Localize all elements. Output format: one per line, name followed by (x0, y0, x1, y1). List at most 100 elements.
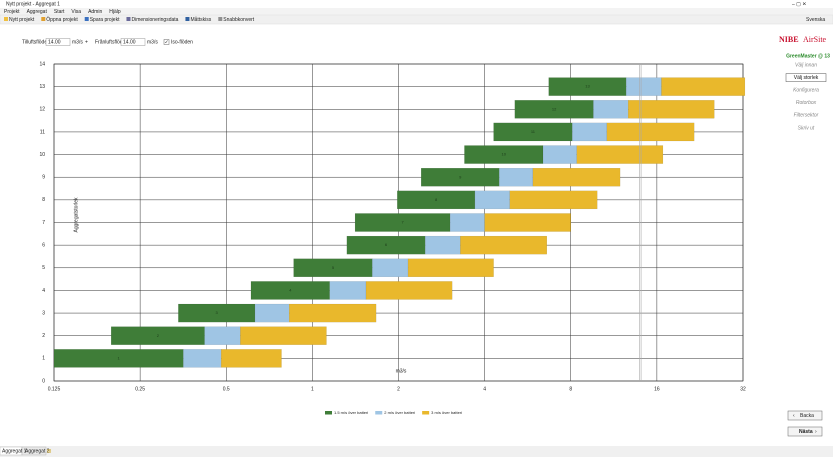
x-tick-label: 0.25 (135, 386, 145, 392)
bar-segment (474, 190, 510, 210)
exhaust-unit: m3/s (147, 39, 158, 45)
y-tick-label: 7 (42, 220, 45, 226)
y-tick-label: 3 (42, 310, 45, 316)
bar-label: 13 (585, 84, 590, 89)
bar-label: 2 (157, 333, 160, 338)
y-tick-label: 5 (42, 265, 45, 271)
y-tick-label: 0 (42, 378, 45, 384)
back-button[interactable] (787, 410, 823, 421)
supply-input[interactable] (45, 38, 71, 46)
bar-segment (407, 258, 494, 277)
x-tick-label: 2 (397, 386, 400, 392)
bar-segment (365, 281, 453, 300)
toolbar-button[interactable]: Måttskiss (190, 16, 211, 23)
menu-item[interactable]: Start (54, 9, 65, 15)
bar-segment (221, 349, 282, 368)
bar-label: 10 (502, 152, 507, 157)
bar-segment (542, 145, 577, 164)
y-tick-label: 6 (42, 242, 45, 248)
back-arrow: ‹ (793, 413, 795, 419)
bar-segment (254, 303, 290, 323)
menu-item[interactable]: Admin (88, 9, 102, 15)
bar-segment (509, 190, 598, 210)
bar-label: 3 (216, 310, 219, 315)
bar-segment (593, 100, 629, 119)
supply-label: Tilluftsflöde (22, 39, 47, 45)
bar-label: 8 (435, 197, 438, 202)
bar-segment (425, 235, 461, 255)
toolbar-icon (218, 17, 223, 21)
step-item[interactable]: Skriv ut (798, 125, 815, 131)
bar-segment (576, 145, 664, 164)
menu-bar (0, 8, 833, 15)
bar-segment (449, 213, 485, 232)
step-item[interactable]: Rotorbox (796, 100, 817, 106)
legend-swatch (422, 411, 430, 415)
next-arrow: › (815, 429, 817, 435)
y-tick-label: 9 (42, 175, 45, 181)
y-tick-label: 2 (42, 333, 45, 339)
add-tab[interactable]: ⊞ (47, 448, 51, 454)
toolbar-button[interactable]: Öppna projekt (46, 16, 78, 23)
toolbar-button[interactable]: Snabbkonvert (223, 17, 254, 23)
y-tick-label: 8 (42, 197, 45, 203)
toolbar-icon (41, 17, 46, 21)
window-buttons[interactable]: – ▢ ✕ (792, 1, 806, 7)
bar-segment (626, 77, 662, 96)
product-name: GreenMaster @ 13 (786, 53, 830, 59)
step-item[interactable]: Filtersektor (794, 113, 819, 119)
menu-item[interactable]: Projekt (4, 9, 20, 15)
supply-unit: m3/s (72, 39, 83, 45)
menu-item[interactable]: Hjälp (109, 9, 121, 15)
supply-value: 14.00 (48, 39, 61, 45)
exhaust-input[interactable] (120, 38, 146, 46)
x-tick-label: 16 (654, 386, 660, 392)
iso-checkbox[interactable] (163, 39, 170, 45)
iso-check: ✓ (165, 39, 169, 45)
y-tick-label: 12 (39, 107, 45, 113)
bar-label: 6 (385, 242, 388, 247)
bar-segment (460, 235, 547, 255)
step-item[interactable]: Konfigurera (793, 88, 819, 94)
y-tick-label: 1 (42, 356, 45, 362)
step-button[interactable] (785, 73, 827, 82)
y-tick-label: 14 (39, 61, 45, 67)
y-axis-label: Aggregatstorlek (73, 197, 79, 233)
bar-segment (532, 168, 621, 187)
menu-item[interactable]: Aggregat (27, 9, 48, 15)
x-tick-label: 8 (569, 386, 572, 392)
y-tick-label: 4 (42, 288, 45, 294)
bar-segment (372, 258, 409, 277)
brand-suffix: AirSite (803, 35, 827, 44)
bar-label: 9 (459, 174, 462, 179)
x-tick-label: 32 (740, 386, 746, 392)
legend-label: 1.5 m/s över batteri (334, 410, 368, 415)
toolbar-button[interactable]: Nytt projekt (9, 17, 35, 23)
bar-segment (606, 122, 695, 142)
x-tick-label: 0.5 (223, 386, 230, 392)
tab[interactable] (21, 446, 47, 456)
link-button[interactable]: + (85, 39, 88, 45)
step-item[interactable]: Välj innan (795, 62, 817, 68)
toolbar-button[interactable]: Dimensioneringsdata (131, 17, 178, 23)
x-tick-label: 0.125 (48, 386, 61, 392)
bar-segment (289, 303, 377, 323)
exhaust-label: Frånluftsflöde (95, 38, 126, 45)
tab-label: Aggregat 2 (25, 448, 50, 454)
step-item[interactable]: Välj storlek (794, 75, 819, 81)
exhaust-value: 14.00 (123, 39, 136, 45)
toolbar-button[interactable]: Spara projekt (90, 17, 120, 23)
legend-label: 3 m/s över batteri (431, 410, 462, 415)
bar-segment (240, 326, 327, 345)
legend-label: 2 m/s över batteri (384, 410, 415, 415)
toolbar-icon (84, 17, 89, 21)
brand: NIBE (779, 35, 799, 44)
menu-item[interactable]: Visa (71, 9, 81, 15)
toolbar-icon (185, 17, 190, 21)
back-label: Backa (800, 413, 814, 419)
tab-label: Aggregat 1 (2, 448, 27, 454)
next-button[interactable] (787, 426, 823, 437)
title-bar (0, 0, 833, 8)
language[interactable]: Svenska (806, 17, 825, 23)
toolbar-icon (4, 17, 8, 21)
